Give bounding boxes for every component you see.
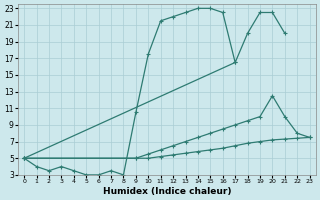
X-axis label: Humidex (Indice chaleur): Humidex (Indice chaleur)	[103, 187, 231, 196]
